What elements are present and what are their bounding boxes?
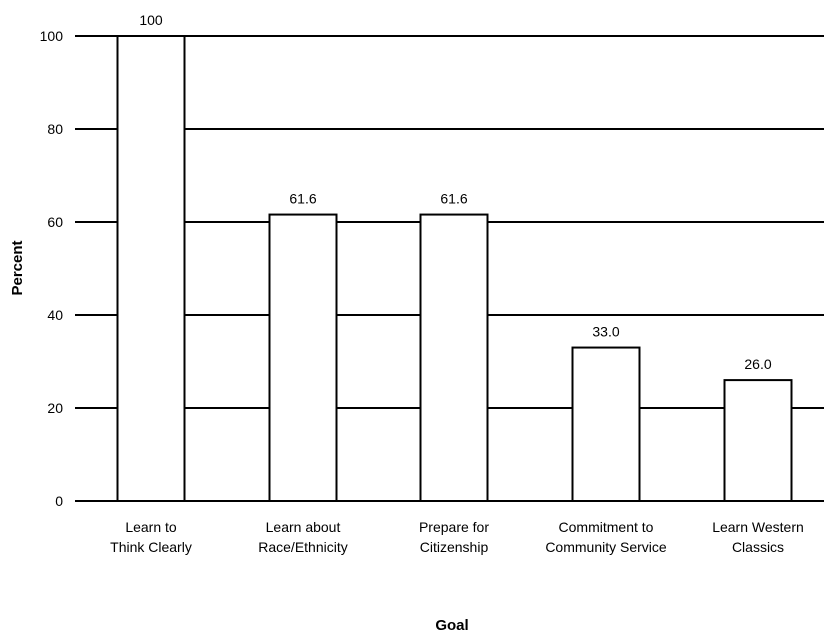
category-label-2: Learn about Race/Ethnicity <box>258 519 347 555</box>
bar-2 <box>268 213 338 502</box>
y-tick-label-80: 80 <box>47 121 63 137</box>
data-label-3: 61.6 <box>440 191 467 207</box>
x-axis-title: Goal <box>435 617 468 634</box>
y-tick-label-40: 40 <box>47 307 63 323</box>
y-tick-label-0: 0 <box>55 493 63 509</box>
bar-3 <box>419 213 489 502</box>
y-tick-label-20: 20 <box>47 400 63 416</box>
category-label-4: Commitment to Community Service <box>545 519 667 555</box>
bar-4 <box>571 346 641 502</box>
bar-5 <box>723 379 793 503</box>
bars <box>116 35 793 503</box>
category-label-1: Learn to Think Clearly <box>110 519 192 555</box>
y-tick-label-60: 60 <box>47 214 63 230</box>
data-labels: 100 61.6 61.6 33.0 26.0 <box>139 12 772 372</box>
category-label-5: Learn Western Classics <box>712 519 804 555</box>
data-label-1: 100 <box>139 12 163 28</box>
x-axis-categories: Learn to Think Clearly Learn about Race/Eth… <box>110 519 804 555</box>
y-tick-label-100: 100 <box>40 28 64 44</box>
category-label-3: Prepare for Citizenship <box>419 519 489 555</box>
data-label-5: 26.0 <box>744 356 771 372</box>
y-axis-title: Percent <box>9 240 26 295</box>
bar-1 <box>116 35 186 502</box>
y-axis-ticks: 0 20 40 60 80 100 <box>40 28 64 509</box>
data-label-2: 61.6 <box>289 191 316 207</box>
data-label-4: 33.0 <box>592 324 619 340</box>
